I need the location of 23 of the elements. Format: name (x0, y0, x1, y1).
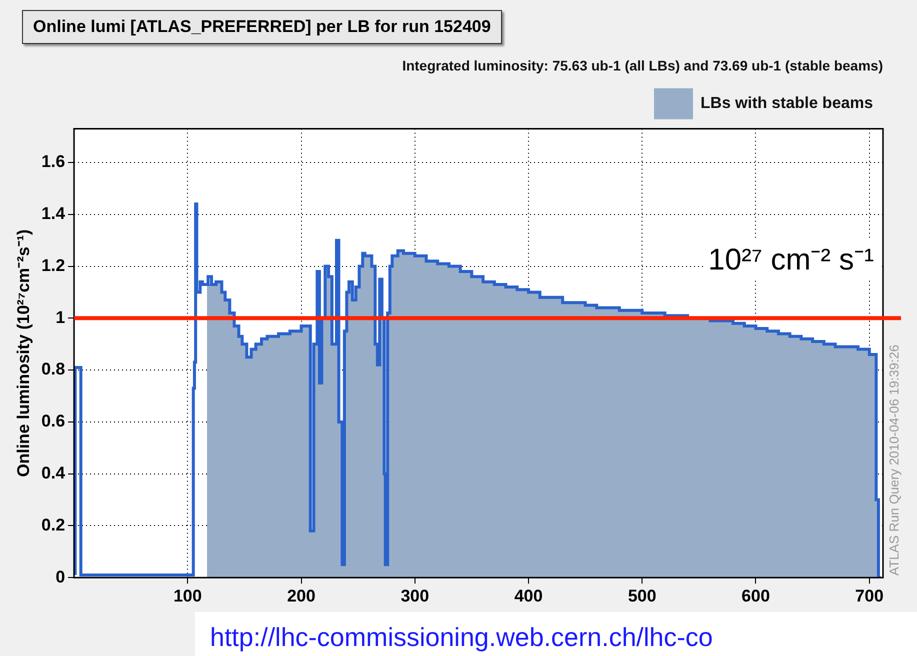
x-tick-label: 500 (628, 586, 656, 606)
x-tick-label: 600 (742, 586, 770, 606)
y-tick-label: 0.8 (41, 360, 66, 379)
y-tick-label: 0.4 (41, 464, 66, 483)
legend-label: LBs with stable beams (700, 95, 874, 112)
y-tick-label: 0 (56, 567, 66, 586)
x-tick-label: 200 (287, 586, 316, 606)
x-tick-label: 300 (400, 586, 430, 606)
x-tick-label: 400 (514, 586, 543, 606)
y-tick-label: 1.4 (41, 204, 66, 224)
text: http://lhc-commissioning.web.cern.ch/lhc-co (195, 612, 917, 656)
text: ATLAS Run Query 2010-04-06 19:39:26 (886, 344, 902, 576)
y-axis-title: Online luminosity (10²⁷cm⁻²s⁻¹) (14, 229, 33, 478)
x-tick-label: 100 (173, 586, 202, 606)
y-tick-label: 1 (56, 308, 66, 327)
chart-title: Online lumi [ATLAS_PREFERRED] per LB for run 152409 (22, 10, 502, 44)
ref-line-label: 10²⁷ cm⁻² s⁻¹ (708, 243, 874, 276)
y-tick-label: 1.6 (41, 152, 66, 172)
y-tick-label: 0.2 (41, 515, 66, 534)
chart-subtitle: Integrated luminosity: 75.63 ub-1 (all LBs) and 73.69 ub-1 (stable beams) (402, 57, 883, 74)
y-tick-label: 1.2 (41, 256, 66, 275)
x-tick-label: 700 (855, 586, 884, 606)
y-tick-label: 0.6 (41, 412, 66, 431)
